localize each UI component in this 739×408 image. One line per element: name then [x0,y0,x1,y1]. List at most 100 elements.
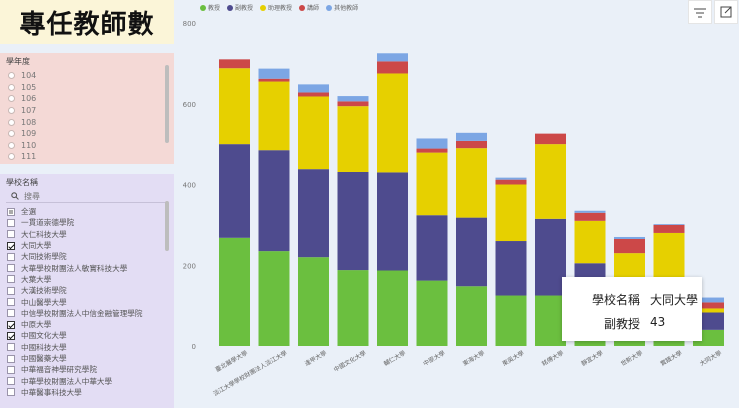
bar-segment[interactable] [495,184,527,242]
checkbox-icon[interactable] [7,365,15,374]
bar-segment[interactable] [298,92,329,97]
bar-segment[interactable] [258,251,290,346]
school-option[interactable]: 中華醫事科技大學 [6,387,168,398]
bar-segment[interactable] [298,84,329,93]
bar-segment[interactable] [495,295,527,346]
year-option[interactable]: 110 [6,140,168,152]
checkbox-icon[interactable] [7,252,15,261]
bar-segment[interactable] [574,220,606,264]
bar-segment[interactable] [693,302,724,309]
school-option[interactable]: 大同大學 [6,240,168,251]
bar-segment[interactable] [693,297,724,303]
bar-segment[interactable] [456,286,487,346]
bar-segment[interactable] [535,218,566,296]
bar-segment[interactable] [574,212,606,221]
year-option[interactable]: 105 [6,82,168,94]
bar-segment[interactable] [337,106,369,172]
bar-segment[interactable] [653,224,685,225]
bar-segment[interactable] [337,171,369,271]
legend-item[interactable]: 助理教授 [260,3,292,12]
checkbox-icon[interactable] [7,275,15,284]
filter-button[interactable] [688,0,712,24]
bar-segment[interactable] [693,308,724,313]
bar-segment[interactable] [219,59,250,69]
year-option[interactable]: 108 [6,116,168,128]
radio-icon[interactable] [8,107,15,115]
bar-segment[interactable] [456,148,487,218]
school-option[interactable]: 一貫道崇德學院 [6,217,168,228]
school-option[interactable]: 大同技術學院 [6,251,168,262]
focus-mode-button[interactable] [714,0,738,24]
legend-item[interactable]: 教授 [200,3,220,12]
bar-segment[interactable] [653,232,685,278]
school-option[interactable]: 大仁科技大學 [6,229,168,240]
bar-segment[interactable] [456,140,487,149]
school-search[interactable] [6,190,168,203]
year-option[interactable]: 107 [6,105,168,117]
checkbox-icon[interactable] [7,343,15,352]
school-option[interactable]: 全選 [6,206,168,217]
bar-segment[interactable] [298,169,329,258]
bar-segment[interactable] [377,172,408,271]
legend-item[interactable]: 其他教師 [326,3,358,12]
school-option[interactable]: 中國文化大學 [6,330,168,341]
legend-item[interactable]: 副教授 [227,3,253,12]
bar-segment[interactable] [258,81,290,151]
school-option[interactable]: 大華學校財團法人敏實科技大學 [6,262,168,273]
bar-segment[interactable] [377,73,408,173]
radio-icon[interactable] [8,130,15,138]
school-option[interactable]: 中山醫學大學 [6,296,168,307]
year-option[interactable]: 104 [6,70,168,82]
bar-segment[interactable] [614,236,645,240]
bar-segment[interactable] [258,150,290,252]
checkbox-icon[interactable] [7,207,15,216]
radio-icon[interactable] [8,83,15,91]
bar-segment[interactable] [535,133,566,145]
bar-segment[interactable] [574,210,606,213]
checkbox-icon[interactable] [7,286,15,295]
bar-segment[interactable] [456,132,487,141]
checkbox-icon[interactable] [7,388,15,397]
year-option[interactable]: 109 [6,128,168,140]
school-option[interactable]: 中國科技大學 [6,342,168,353]
bar-segment[interactable] [337,270,369,346]
school-option[interactable]: 中原大學 [6,319,168,330]
bar-segment[interactable] [219,237,250,346]
radio-icon[interactable] [8,118,15,126]
bar-segment[interactable] [495,177,527,180]
checkbox-icon[interactable] [7,264,15,273]
bar-segment[interactable] [258,68,290,79]
bar-segment[interactable] [298,96,329,170]
checkbox-icon[interactable] [7,377,15,386]
bar-segment[interactable] [258,78,290,82]
bar-segment[interactable] [495,241,527,296]
bar-segment[interactable] [614,239,645,254]
bar-segment[interactable] [219,68,250,145]
school-option[interactable]: 中國醫藥大學 [6,353,168,364]
bar-segment[interactable] [535,144,566,219]
radio-icon[interactable] [8,141,15,149]
school-option[interactable]: 大葉大學 [6,274,168,285]
bar-segment[interactable] [416,152,448,216]
bar-segment[interactable] [535,295,566,346]
checkbox-icon[interactable] [7,354,15,363]
checkbox-icon[interactable] [7,309,15,318]
search-input[interactable] [24,191,144,201]
school-option[interactable]: 中信學校財團法人中信金融管理學院 [6,308,168,319]
bar-segment[interactable] [416,280,448,346]
checkbox-icon[interactable] [7,218,15,227]
bar-segment[interactable] [653,224,685,233]
checkbox-icon[interactable] [7,320,15,329]
school-option[interactable]: 中華福音神學研究學院 [6,364,168,375]
year-option[interactable]: 111 [6,151,168,163]
bar-segment[interactable] [219,144,250,238]
checkbox-icon[interactable] [7,241,15,250]
bar-segment[interactable] [416,138,448,149]
radio-icon[interactable] [8,153,15,161]
bar-segment[interactable] [416,215,448,281]
bar-segment[interactable] [377,270,408,346]
bar-segment[interactable] [298,257,329,346]
year-scrollbar[interactable] [165,65,169,143]
checkbox-icon[interactable] [7,298,15,307]
bar-segment[interactable] [377,53,408,62]
